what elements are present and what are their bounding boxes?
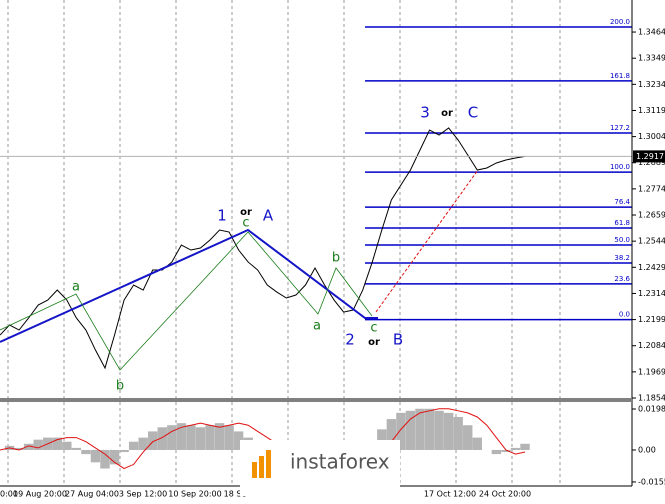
histogram-bar (453, 416, 463, 450)
y-tick-label: 1.2199 (638, 315, 665, 324)
x-tick-label: 27 Aug 04:00 (65, 490, 119, 499)
histogram-bar (386, 419, 397, 450)
wave-label: or (441, 108, 453, 119)
histogram-bar (62, 441, 72, 450)
x-tick-label: 10 Sep 20:00 (168, 490, 221, 499)
histogram-bar (463, 425, 473, 450)
wave-label: b (116, 379, 124, 394)
y-tick-label: 1.2889 (638, 158, 665, 167)
wave-label: c (242, 216, 249, 231)
histogram-bar (14, 447, 24, 450)
histogram-bar (138, 437, 148, 450)
fib-label: 38.2 (614, 254, 630, 262)
fib-label: 127.2 (610, 124, 630, 132)
y-tick-label: 1.3004 (638, 132, 665, 141)
watermark: instaforex (240, 440, 400, 496)
watermark-text: instaforex (290, 450, 390, 474)
wave-label: B (393, 331, 403, 349)
y-tick-label: 0.01987 (638, 405, 665, 414)
x-tick-label: 19 Aug 20:00 (13, 490, 67, 499)
y-tick-label: 1.2659 (638, 211, 665, 220)
panel-separator (0, 398, 632, 402)
histogram-bar (501, 449, 511, 453)
x-tick-label: 0:00 (0, 490, 18, 499)
histogram-bar (23, 443, 34, 450)
y-tick-label: 1.2429 (638, 263, 665, 272)
histogram-bar (33, 439, 43, 450)
fib-label: 0.0 (619, 311, 630, 319)
fib-label: 23.6 (614, 275, 630, 283)
histogram-bar (205, 425, 215, 450)
x-tick-label: 17 Oct 12:00 (424, 490, 476, 499)
fib-label: 200.0 (610, 18, 630, 26)
last-price-label: 1.2917 (636, 152, 664, 161)
wave-label: a (313, 319, 321, 334)
wave-label: 2 (345, 331, 355, 349)
y-tick-label: 1.2084 (638, 341, 665, 350)
histogram-bar (100, 449, 110, 469)
y-tick-label: 1.3464 (638, 28, 665, 37)
histogram-bar (510, 447, 521, 450)
wave-label: or (240, 207, 252, 218)
y-tick-label: 1.3119 (638, 106, 665, 115)
wave-label: C (468, 104, 478, 122)
histogram-bar (148, 431, 158, 450)
histogram-bar (81, 449, 91, 455)
histogram-bar (443, 412, 454, 450)
wave-label: 1 (217, 207, 227, 225)
histogram-bar (195, 427, 206, 450)
wave-label: b (332, 251, 340, 266)
wave-label: a (72, 280, 80, 295)
histogram-bar (128, 441, 139, 450)
fib-label: 161.8 (610, 72, 630, 80)
price-line (0, 127, 526, 370)
y-tick-label: 1.2544 (638, 237, 665, 246)
histogram-bar (405, 410, 416, 450)
y-tick-label: 1.2774 (638, 184, 665, 193)
histogram-bar (119, 449, 129, 453)
signal-line (0, 408, 526, 470)
histogram-bar (224, 425, 234, 450)
wave-label: c (370, 321, 377, 336)
histogram-bar (424, 408, 435, 450)
wave-label: 3 (420, 104, 430, 122)
histogram-bar (186, 425, 196, 450)
histogram-bar (434, 410, 444, 450)
fib-label: 61.8 (614, 219, 630, 227)
fib-label: 76.4 (614, 198, 630, 206)
x-tick-label: 24 Oct 20:00 (479, 490, 531, 499)
histogram-bar (157, 427, 167, 450)
last-price-tag (633, 150, 665, 163)
histogram-bar (377, 429, 387, 450)
histogram-bar (71, 447, 82, 450)
wave-label: or (368, 337, 380, 348)
histogram-bar (472, 437, 482, 450)
x-tick-label: 18 Se (224, 490, 247, 499)
histogram-bar (90, 449, 101, 463)
histogram-bar (396, 412, 406, 450)
wave-lines (0, 169, 479, 371)
y-tick-label: 1.3349 (638, 54, 665, 63)
fib-label: 50.0 (614, 236, 630, 244)
histogram-bar (52, 437, 62, 450)
histogram-bar (233, 431, 244, 450)
x-tick-label: 3 Sep 12:00 (119, 490, 167, 499)
y-tick-label: 1.1969 (638, 367, 665, 376)
histogram-bar (109, 449, 120, 465)
histogram-bar (491, 449, 502, 455)
histogram-bar (520, 443, 530, 450)
y-tick-label: 1.2314 (638, 289, 665, 298)
histogram-bar (167, 425, 177, 450)
fib-label: 100.0 (610, 163, 630, 171)
histogram-bar (176, 423, 187, 450)
y-tick-label: 0.00 (638, 445, 656, 454)
y-tick-label: 1.3234 (638, 80, 665, 89)
y-tick-label: 1.1854 (638, 394, 665, 403)
y-tick-label: -0.01551 (638, 477, 665, 486)
histogram-bar (415, 408, 425, 450)
wave-label: A (263, 207, 274, 225)
histogram-bar (214, 423, 225, 450)
